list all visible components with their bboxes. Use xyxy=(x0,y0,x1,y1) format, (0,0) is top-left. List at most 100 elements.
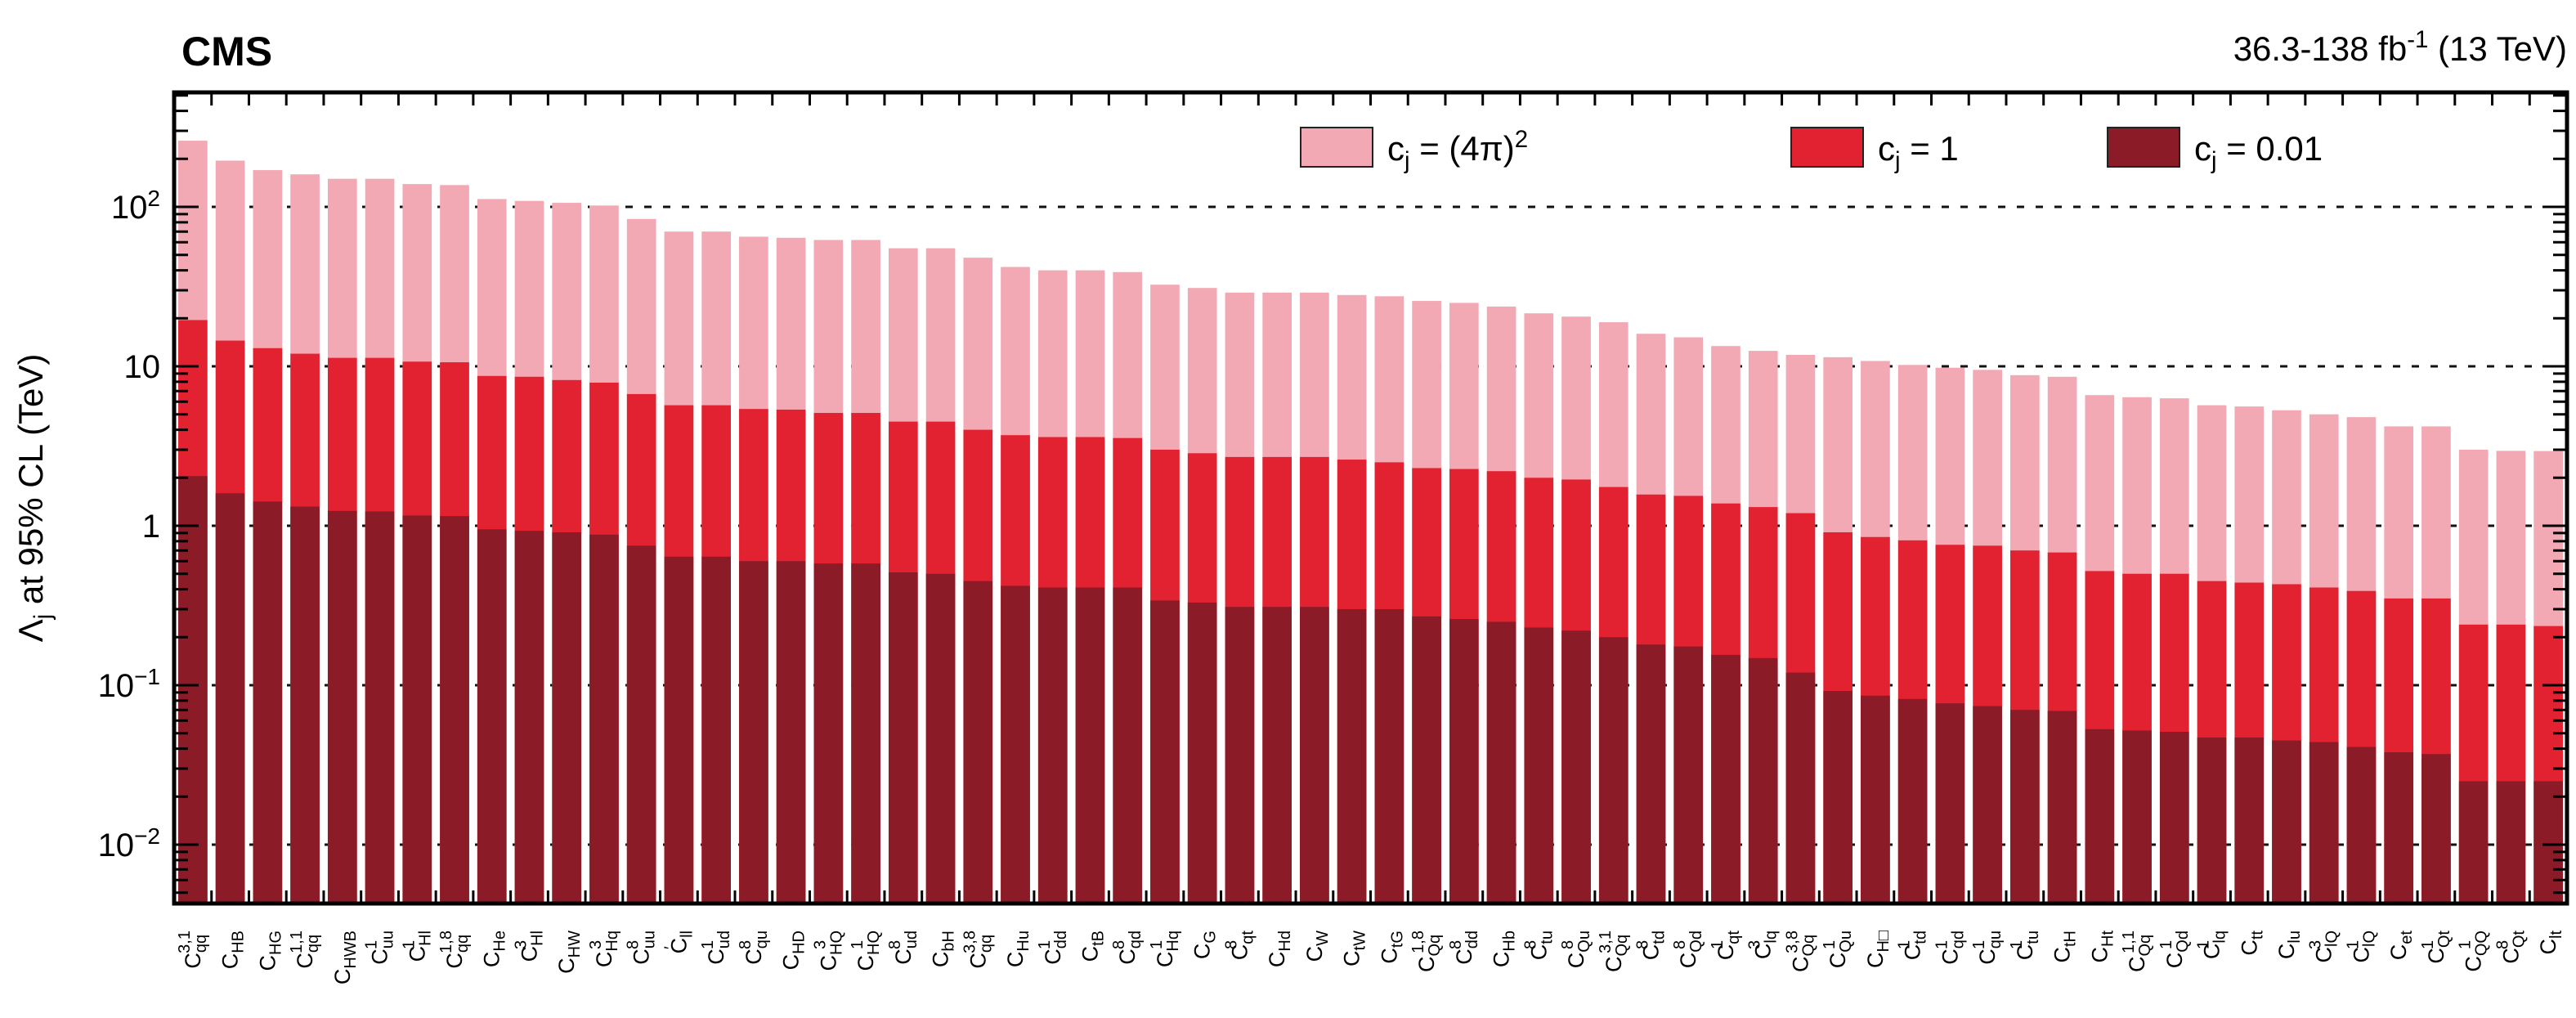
bar-small-16 xyxy=(776,561,806,904)
bar-small-39 xyxy=(1636,644,1666,904)
bar-small-8 xyxy=(477,529,507,904)
bar-small-51 xyxy=(2085,729,2115,904)
bar-small-2 xyxy=(253,501,283,904)
x-label-CHb: CHb xyxy=(1490,931,1519,967)
x-label-CHe: CHe xyxy=(480,931,509,967)
x-label-CtB: CtB xyxy=(1077,931,1107,962)
y-tick-label-1: 1 xyxy=(142,509,160,545)
x-label-CG: CG xyxy=(1190,931,1220,959)
bar-small-57 xyxy=(2309,742,2339,904)
bar-small-26 xyxy=(1150,600,1180,904)
bar-small-21 xyxy=(963,581,993,904)
x-label-CW: CW xyxy=(1302,931,1332,962)
bar-small-46 xyxy=(1897,698,1928,904)
bar-small-36 xyxy=(1524,627,1554,904)
bar-small-38 xyxy=(1598,637,1628,904)
bar-small-12 xyxy=(626,545,656,904)
y-axis-title: Λj at 95% CL (TeV) xyxy=(11,354,56,643)
x-label-Cqd-8: Cqd8 xyxy=(1110,931,1145,965)
x-label-Cud-8: Cud8 xyxy=(886,931,921,965)
x-label-Clq-1: Clq1 xyxy=(2195,931,2229,959)
x-label-CQt-1: CQt1 xyxy=(2419,931,2453,964)
legend-swatch-dark xyxy=(2107,127,2180,168)
bar-small-40 xyxy=(1673,646,1704,904)
x-label-CtH: CtH xyxy=(2050,931,2080,963)
bar-small-11 xyxy=(589,534,619,904)
x-label-Cqt-8: Cqt8 xyxy=(1222,931,1257,961)
bar-small-3 xyxy=(290,506,320,904)
bar-small-58 xyxy=(2346,747,2377,904)
x-label-CHt: CHt xyxy=(2087,931,2117,963)
bar-small-30 xyxy=(1300,607,1329,904)
bar-small-6 xyxy=(402,515,432,904)
x-label-CHu: CHu xyxy=(1003,931,1033,967)
bar-small-45 xyxy=(1861,695,1890,904)
x-label-CQq-1,8: CQq1,8 xyxy=(1409,931,1444,972)
bar-small-27 xyxy=(1187,602,1217,904)
x-label-CQu-1: CQu1 xyxy=(1821,931,1855,968)
x-label-Cqu-1: Cqu1 xyxy=(1970,931,2005,965)
bar-small-10 xyxy=(552,531,582,904)
x-label-CH□: CH□ xyxy=(1863,931,1893,968)
x-label-CHl-1: CHl1 xyxy=(400,931,434,962)
bar-small-29 xyxy=(1262,607,1292,904)
bar-small-33 xyxy=(1412,616,1441,904)
bar-small-49 xyxy=(2010,710,2040,904)
x-label-Cqu-8: Cqu8 xyxy=(737,931,771,965)
x-label-Cud-1: Cud1 xyxy=(699,931,733,965)
x-label-CtG: CtG xyxy=(1377,931,1406,964)
bar-small-43 xyxy=(1785,672,1816,904)
legend-label-dark: cj = 0.01 xyxy=(2194,129,2323,174)
x-label-CHW: CHW xyxy=(554,931,584,974)
x-label-Cqd-1: Cqd1 xyxy=(1933,931,1967,965)
x-label-Cdd-1: Cdd1 xyxy=(1036,931,1070,965)
x-label-CHq-3: CHq3 xyxy=(587,931,621,967)
x-label-Clt: Clt xyxy=(2536,931,2565,955)
x-label-CQq-1,1: CQq1,1 xyxy=(2120,931,2154,972)
x-label-CbH: CbH xyxy=(929,931,958,967)
bar-small-34 xyxy=(1449,619,1479,904)
x-label-CQt-8: CQt8 xyxy=(2493,931,2528,964)
x-label-CHD: CHD xyxy=(779,931,809,970)
x-label-CQQ-1: CQQ1 xyxy=(2457,931,2491,972)
bar-small-23 xyxy=(1037,587,1068,904)
bar-small-7 xyxy=(440,516,469,904)
bar-small-24 xyxy=(1075,587,1105,904)
x-label-CQq-3,1: CQq3,1 xyxy=(1597,931,1631,972)
bar-small-48 xyxy=(1973,706,2002,904)
bar-small-14 xyxy=(701,556,731,904)
bar-small-15 xyxy=(739,561,768,904)
x-label-Ctt: Ctt xyxy=(2237,931,2266,956)
x-label-Cet: Cet xyxy=(2386,931,2416,961)
x-label-Cll-′: Cll′ xyxy=(661,931,696,953)
x-label-Ctu-8: Ctu8 xyxy=(1521,931,1556,960)
legend-label-pink: cj = (4π)2 xyxy=(1387,126,1528,174)
x-label-Cuu-1: Cuu1 xyxy=(363,931,397,965)
legend-label-red: cj = 1 xyxy=(1878,129,1959,174)
x-label-Cqq-1,1: Cqq1,1 xyxy=(288,931,322,969)
x-label-Ctu-1: Ctu1 xyxy=(2008,931,2042,960)
bar-small-31 xyxy=(1337,608,1367,904)
bar-small-54 xyxy=(2197,737,2227,904)
legend-swatch-pink xyxy=(1300,127,1373,168)
x-label-CHB: CHB xyxy=(218,931,248,969)
bar-small-35 xyxy=(1486,621,1516,904)
bar-small-59 xyxy=(2384,751,2414,904)
legend-swatch-red xyxy=(1790,127,1864,168)
x-label-Cqq-3,8: Cqq3,8 xyxy=(961,931,995,969)
x-label-Cqt-1: Cqt1 xyxy=(1709,931,1743,961)
bar-small-9 xyxy=(514,531,544,904)
x-label-CQu-8: CQu8 xyxy=(1559,931,1593,968)
x-label-CQd-8: CQd8 xyxy=(1671,931,1705,968)
bar-small-19 xyxy=(888,572,918,904)
x-label-CHQ-1: CHQ1 xyxy=(849,931,883,971)
bar-small-63 xyxy=(2533,781,2563,904)
bar-small-17 xyxy=(813,563,844,904)
bar-small-47 xyxy=(1935,703,1965,904)
x-label-Clu: Clu xyxy=(2274,931,2304,959)
bar-small-28 xyxy=(1225,607,1255,904)
x-label-Cdd-8: Cdd8 xyxy=(1447,931,1481,965)
y-tick-label-10: 10 xyxy=(124,349,161,385)
y-tick-label-0.01: 10−2 xyxy=(98,823,160,863)
